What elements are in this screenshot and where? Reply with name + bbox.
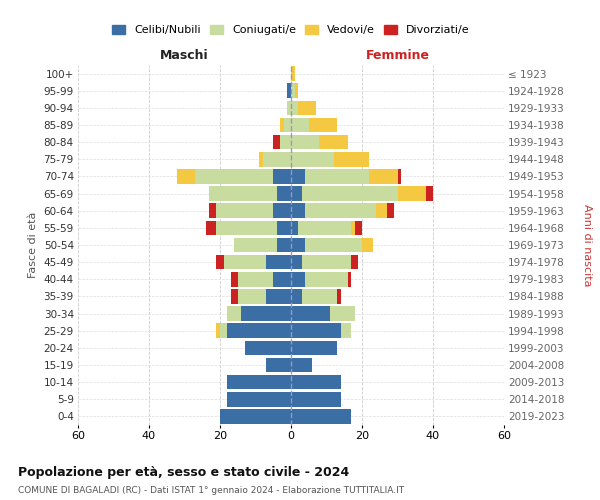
Bar — [227, 324, 291, 338]
Bar — [220, 324, 227, 338]
Bar — [305, 169, 369, 184]
Bar — [291, 84, 295, 98]
Bar — [291, 135, 319, 150]
Legend: Celibi/Nubili, Coniugati/e, Vedovi/e, Divorziati/e: Celibi/Nubili, Coniugati/e, Vedovi/e, Di… — [108, 20, 474, 40]
Bar — [334, 152, 369, 166]
Bar — [376, 204, 387, 218]
Bar — [362, 238, 373, 252]
Bar — [209, 186, 277, 201]
Bar — [241, 306, 291, 321]
Bar — [309, 118, 337, 132]
Bar — [284, 118, 291, 132]
Bar — [341, 324, 352, 338]
Bar — [426, 186, 433, 201]
Y-axis label: Fasce di età: Fasce di età — [28, 212, 38, 278]
Bar — [227, 392, 291, 406]
Bar — [291, 375, 341, 390]
Text: Maschi: Maschi — [160, 48, 209, 62]
Bar — [277, 186, 291, 201]
Bar — [291, 204, 305, 218]
Bar — [217, 324, 220, 338]
Bar — [266, 255, 291, 270]
Bar — [217, 220, 277, 235]
Bar — [266, 358, 291, 372]
Bar — [206, 220, 217, 235]
Bar — [337, 289, 341, 304]
Bar — [291, 152, 334, 166]
Bar — [355, 220, 362, 235]
Bar — [387, 204, 394, 218]
Bar — [291, 340, 337, 355]
Bar — [259, 152, 263, 166]
Bar — [273, 135, 280, 150]
Bar — [369, 169, 398, 184]
Bar — [291, 289, 302, 304]
Bar — [305, 238, 362, 252]
Bar — [178, 169, 195, 184]
Text: COMUNE DI BAGALADI (RC) - Dati ISTAT 1° gennaio 2024 - Elaborazione TUTTITALIA.I: COMUNE DI BAGALADI (RC) - Dati ISTAT 1° … — [18, 486, 404, 495]
Bar — [298, 100, 316, 115]
Bar — [291, 409, 352, 424]
Bar — [302, 289, 337, 304]
Bar — [227, 306, 241, 321]
Bar — [291, 66, 295, 81]
Bar — [234, 238, 277, 252]
Bar — [291, 220, 298, 235]
Bar — [319, 135, 348, 150]
Text: Popolazione per età, sesso e stato civile - 2024: Popolazione per età, sesso e stato civil… — [18, 466, 349, 479]
Bar — [287, 100, 291, 115]
Bar — [277, 220, 291, 235]
Bar — [227, 375, 291, 390]
Bar — [291, 255, 302, 270]
Bar — [245, 340, 291, 355]
Bar — [238, 289, 266, 304]
Text: Femmine: Femmine — [365, 48, 430, 62]
Bar — [291, 358, 313, 372]
Bar — [330, 306, 355, 321]
Bar — [291, 324, 341, 338]
Bar — [273, 169, 291, 184]
Bar — [291, 169, 305, 184]
Bar — [209, 204, 217, 218]
Bar — [398, 186, 426, 201]
Bar — [263, 152, 291, 166]
Bar — [230, 272, 238, 286]
Bar — [302, 255, 352, 270]
Bar — [266, 289, 291, 304]
Bar — [273, 204, 291, 218]
Bar — [305, 272, 348, 286]
Bar — [230, 289, 238, 304]
Bar — [291, 100, 298, 115]
Bar — [305, 204, 376, 218]
Bar — [280, 135, 291, 150]
Bar — [291, 272, 305, 286]
Bar — [298, 220, 352, 235]
Bar — [224, 255, 266, 270]
Bar — [273, 272, 291, 286]
Bar — [287, 84, 291, 98]
Bar — [280, 118, 284, 132]
Bar — [291, 118, 309, 132]
Bar — [217, 204, 273, 218]
Bar — [220, 409, 291, 424]
Bar — [352, 220, 355, 235]
Bar — [238, 272, 273, 286]
Bar — [348, 272, 352, 286]
Bar — [291, 238, 305, 252]
Bar — [217, 255, 224, 270]
Y-axis label: Anni di nascita: Anni di nascita — [581, 204, 592, 286]
Bar — [302, 186, 398, 201]
Bar — [352, 255, 358, 270]
Bar — [295, 84, 298, 98]
Bar — [195, 169, 273, 184]
Bar — [291, 306, 330, 321]
Bar — [291, 186, 302, 201]
Bar — [398, 169, 401, 184]
Bar — [291, 392, 341, 406]
Bar — [277, 238, 291, 252]
